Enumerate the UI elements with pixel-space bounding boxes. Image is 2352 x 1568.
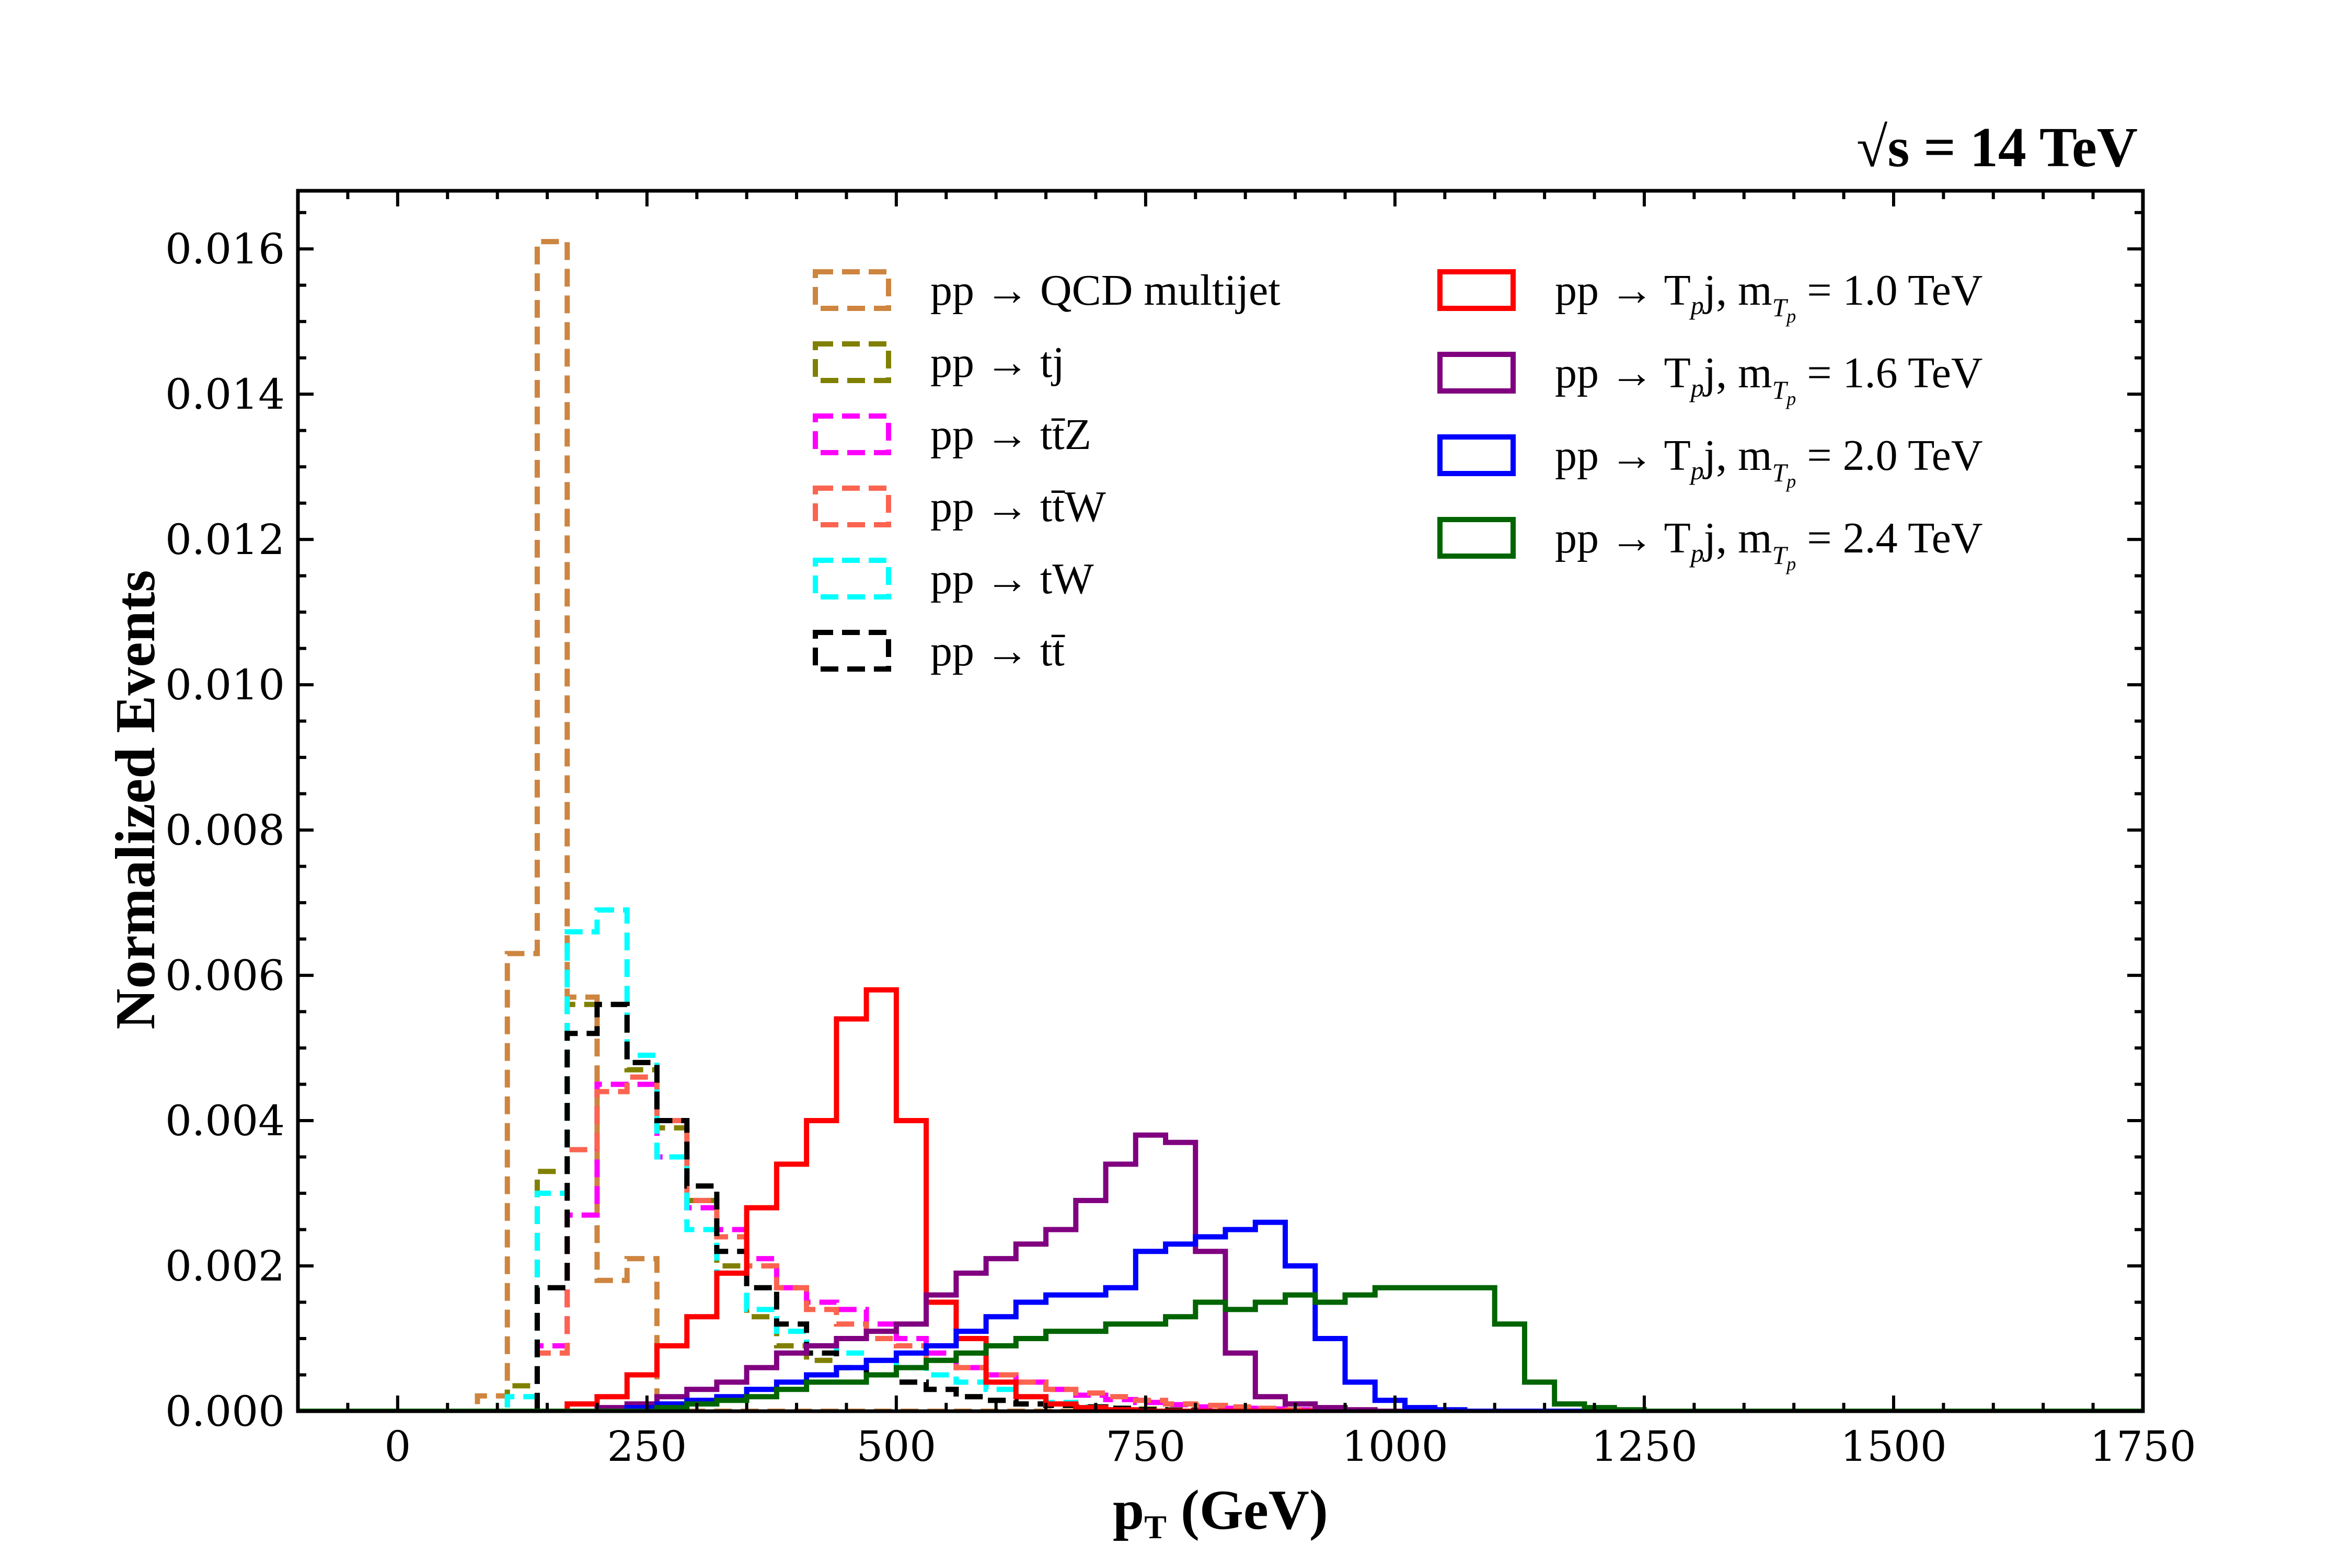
x-tick-label: 1000 [1342, 1422, 1448, 1471]
legend-label: pp → Tpj, mTp = 1.6 TeV [1555, 349, 1983, 409]
legend-swatch [813, 341, 891, 383]
series-7-step [298, 1132, 2143, 1411]
legend-label: pp → tt̄Z [930, 410, 1091, 459]
legend-label: pp → tW [930, 555, 1094, 603]
legend-label: pp → tt̄ [930, 627, 1065, 675]
legend-label: pp → Tpj, mTp = 1.0 TeV [1555, 266, 1983, 327]
x-tick-label: 0 [384, 1422, 411, 1471]
series-2-step [298, 1081, 2143, 1411]
legend-swatch [813, 269, 891, 311]
x-tick-label: 250 [607, 1422, 687, 1471]
legend-swatch [1437, 352, 1516, 394]
y-tick-label: 0.000 [165, 1387, 285, 1436]
x-tick-label: 750 [1106, 1422, 1186, 1471]
legend-swatch [1437, 517, 1516, 559]
legend-label: pp → QCD multijet [930, 266, 1281, 315]
legend-label: pp → Tpj, mTp = 2.0 TeV [1555, 431, 1983, 492]
legend-label: pp → tj [930, 338, 1065, 387]
legend-swatch [813, 413, 891, 455]
series-6-step [298, 987, 2143, 1411]
legend: pp → QCD multijet pp → tj pp → tt̄Z pp → tt… [813, 266, 1983, 675]
x-tick-label: 500 [857, 1422, 937, 1471]
y-tick-label: 0.014 [165, 370, 285, 419]
legend-swatch [813, 486, 891, 527]
legend-label: pp → Tpj, mTp = 2.4 TeV [1555, 514, 1983, 574]
legend-swatch [813, 558, 891, 599]
x-tick-label: 1750 [2090, 1422, 2196, 1471]
series-3-step [298, 1074, 2143, 1411]
legend-swatch [1437, 434, 1516, 476]
y-tick-label: 0.008 [165, 806, 285, 855]
y-tick-label: 0.002 [165, 1242, 285, 1290]
x-tick-label: 1250 [1591, 1422, 1698, 1471]
x-tick-label: 1500 [1840, 1422, 1947, 1471]
energy-label: √s = 14 TeV [1857, 117, 2138, 179]
y-tick-label: 0.004 [165, 1097, 285, 1145]
legend-swatch [1437, 269, 1516, 311]
series-0-step [298, 239, 2143, 1411]
plot-frame [296, 189, 2145, 1413]
y-tick-label: 0.016 [165, 225, 285, 273]
x-axis-title: pT (GeV) [1113, 1479, 1328, 1546]
y-axis-title: Normalized Events [105, 570, 167, 1030]
series-9-step [298, 1285, 2143, 1411]
y-tick-label: 0.012 [165, 515, 285, 564]
y-tick-label: 0.006 [165, 951, 285, 1000]
y-tick-label: 0.010 [165, 661, 285, 709]
plot-background [298, 191, 2143, 1411]
legend-label: pp → tt̄W [930, 482, 1106, 531]
legend-swatch [813, 630, 891, 672]
